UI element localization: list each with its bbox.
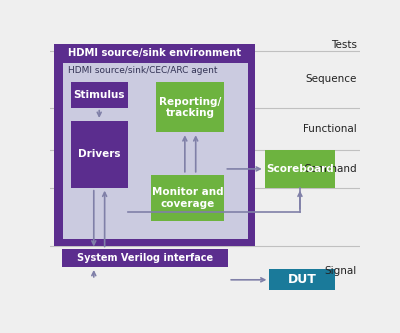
FancyBboxPatch shape bbox=[63, 63, 248, 239]
FancyBboxPatch shape bbox=[54, 44, 255, 246]
Text: DUT: DUT bbox=[288, 273, 317, 286]
Text: Drivers: Drivers bbox=[78, 149, 120, 159]
Text: Tests: Tests bbox=[331, 40, 357, 50]
Text: Functional: Functional bbox=[303, 124, 357, 134]
Text: Scoreboard: Scoreboard bbox=[266, 164, 334, 174]
Text: Signal: Signal bbox=[325, 266, 357, 276]
Text: HDMI source/sink/CEC/ARC agent: HDMI source/sink/CEC/ARC agent bbox=[68, 66, 217, 75]
Text: HDMI source/sink environment: HDMI source/sink environment bbox=[68, 48, 241, 58]
FancyBboxPatch shape bbox=[156, 82, 224, 132]
FancyBboxPatch shape bbox=[62, 249, 228, 267]
Text: Monitor and
coverage: Monitor and coverage bbox=[152, 187, 223, 208]
Text: System Verilog interface: System Verilog interface bbox=[77, 253, 213, 263]
FancyBboxPatch shape bbox=[151, 175, 224, 221]
Text: Command: Command bbox=[303, 164, 357, 173]
FancyBboxPatch shape bbox=[265, 150, 335, 188]
Text: Reporting/
tracking: Reporting/ tracking bbox=[159, 97, 222, 118]
Text: Stimulus: Stimulus bbox=[74, 90, 125, 100]
FancyBboxPatch shape bbox=[71, 121, 128, 188]
Text: Sequence: Sequence bbox=[306, 74, 357, 84]
FancyBboxPatch shape bbox=[269, 269, 335, 290]
FancyBboxPatch shape bbox=[71, 82, 128, 108]
